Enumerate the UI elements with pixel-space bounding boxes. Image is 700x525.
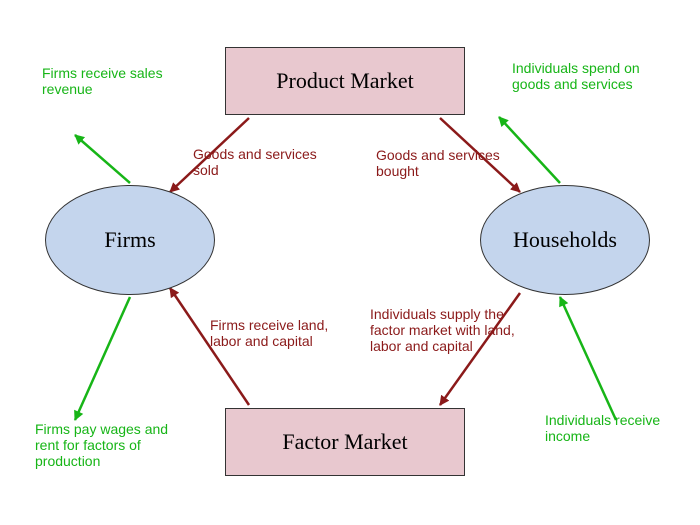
factor-market-box: Factor Market — [225, 408, 465, 476]
arrow-fm-to-hh-green — [560, 297, 616, 420]
firms-ellipse: Firms — [45, 185, 215, 295]
label-receive-income: Individuals receive income — [545, 412, 685, 444]
households-label: Households — [513, 227, 617, 253]
label-firms-pay: Firms pay wages and rent for factors of … — [35, 421, 195, 469]
circular-flow-diagram: Product Market Factor Market Firms House… — [0, 0, 700, 525]
label-spend-goods: Individuals spend on goods and services — [512, 60, 672, 92]
arrow-firms-to-fm-green — [75, 297, 130, 420]
factor-market-label: Factor Market — [282, 429, 407, 455]
arrow-hh-to-pm-green — [499, 117, 560, 183]
label-individuals-supply: Individuals supply the factor market wit… — [370, 306, 530, 354]
product-market-box: Product Market — [225, 47, 465, 115]
households-ellipse: Households — [480, 185, 650, 295]
arrow-firms-to-pm-green — [75, 135, 130, 183]
label-sales-revenue: Firms receive sales revenue — [42, 65, 192, 97]
firms-label: Firms — [104, 227, 155, 253]
label-firms-receive: Firms receive land, labor and capital — [210, 317, 340, 349]
label-goods-bought: Goods and services bought — [376, 147, 506, 179]
product-market-label: Product Market — [276, 68, 413, 94]
label-goods-sold: Goods and services sold — [193, 146, 323, 178]
